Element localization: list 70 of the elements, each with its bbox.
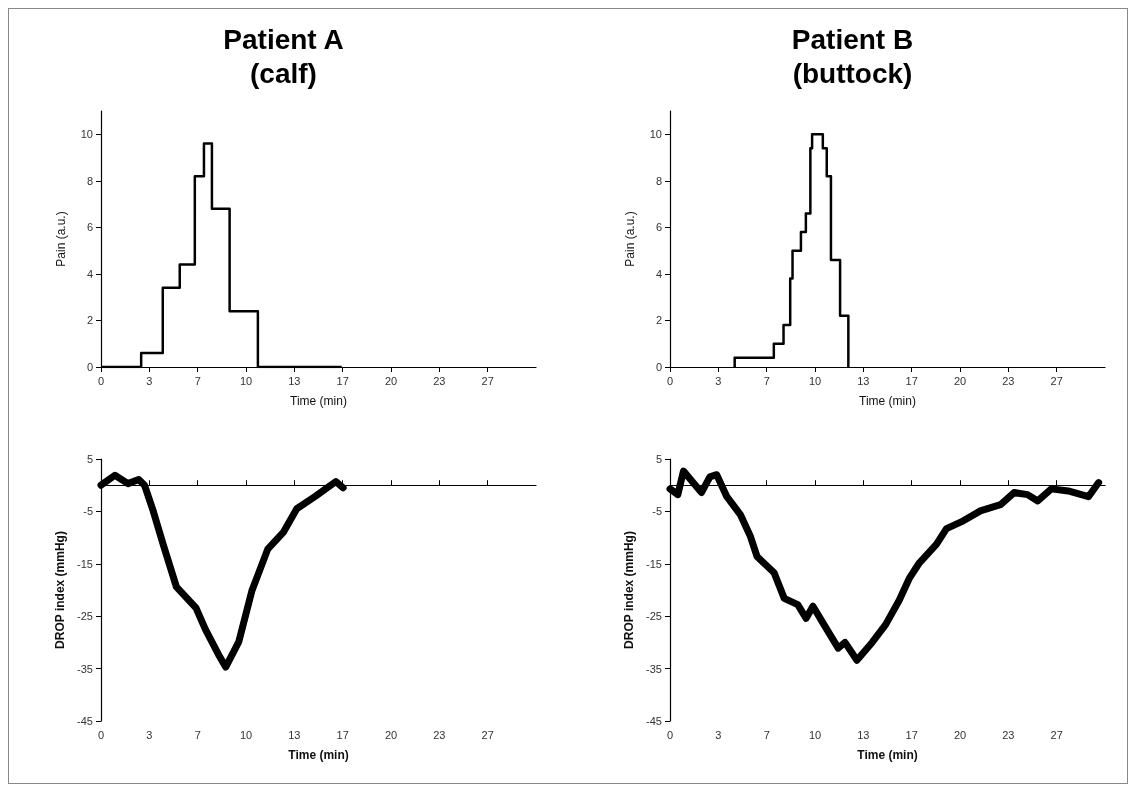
y-tick-label: 4: [86, 267, 93, 280]
y-tick-label: 4: [655, 267, 662, 280]
x-tick-label: 27: [1050, 374, 1063, 387]
y-tick-label: 5: [655, 453, 662, 465]
y-axis-title: DROP index (mmHg): [622, 531, 637, 649]
x-tick-label: 17: [336, 728, 349, 741]
chart-title: Patient B (buttock): [791, 23, 914, 89]
x-tick-label: 13: [857, 728, 870, 741]
x-tick-label: 13: [288, 374, 301, 387]
y-axis-title: DROP index (mmHg): [53, 531, 68, 649]
x-tick-label: 17: [905, 728, 918, 741]
y-tick-label: 2: [86, 314, 93, 327]
x-axis-title: Time (min): [859, 394, 916, 408]
x-tick-label: 3: [146, 728, 153, 741]
x-tick-label: 7: [194, 374, 201, 387]
y-tick-label: -35: [77, 662, 93, 675]
x-tick-label: 20: [384, 728, 398, 741]
x-tick-label: 23: [433, 728, 446, 741]
x-tick-label: 17: [336, 374, 349, 387]
x-tick-label: 27: [481, 728, 494, 741]
x-tick-label: 17: [905, 374, 918, 387]
x-tick-label: 27: [1050, 728, 1063, 741]
x-tick-label: 20: [384, 374, 398, 387]
x-tick-label: 10: [239, 728, 253, 741]
x-tick-label: 13: [288, 728, 301, 741]
y-tick-label: -25: [646, 610, 662, 623]
y-tick-label: 2: [655, 314, 662, 327]
x-tick-label: 3: [146, 374, 153, 387]
y-tick-label: -5: [652, 505, 662, 518]
y-tick-label: 8: [86, 174, 93, 187]
x-tick-label: 7: [194, 728, 201, 741]
x-tick-label: 20: [953, 374, 967, 387]
x-tick-label: 27: [481, 374, 494, 387]
y-tick-label: -15: [77, 557, 93, 570]
y-tick-label: 6: [86, 221, 93, 234]
y-tick-label: -25: [77, 610, 93, 623]
y-tick-label: -45: [646, 715, 662, 727]
x-axis-title: Time (min): [288, 748, 349, 762]
x-tick-label: 10: [239, 374, 253, 387]
x-tick-label: 3: [715, 728, 722, 741]
y-tick-label: -35: [646, 662, 662, 675]
x-tick-label: 20: [953, 728, 967, 741]
x-tick-label: 7: [763, 374, 770, 387]
x-axis-title: Time (min): [290, 394, 347, 408]
x-tick-label: 7: [763, 728, 770, 741]
x-tick-label: 0: [97, 374, 105, 387]
x-tick-label: 3: [715, 374, 722, 387]
x-tick-label: 23: [1002, 374, 1015, 387]
y-tick-label: -15: [646, 557, 662, 570]
y-tick-label: -45: [77, 715, 93, 727]
y-tick-label: 10: [80, 128, 93, 141]
x-tick-label: 10: [808, 728, 822, 741]
y-axis-title: Pain (a.u.): [623, 211, 637, 267]
y-tick-label: 6: [655, 221, 662, 234]
chart-title: Patient A (calf): [223, 23, 344, 89]
x-tick-label: 13: [857, 374, 870, 387]
x-tick-label: 0: [666, 374, 674, 387]
x-tick-label: 10: [808, 374, 822, 387]
y-axis-title: Pain (a.u.): [54, 211, 68, 267]
x-tick-label: 0: [666, 728, 674, 741]
y-tick-label: 8: [655, 174, 662, 187]
y-tick-label: 0: [655, 361, 662, 373]
x-tick-label: 0: [97, 728, 105, 741]
y-tick-label: 10: [649, 128, 662, 141]
y-tick-label: 5: [86, 453, 93, 465]
x-tick-label: 23: [433, 374, 446, 387]
x-tick-label: 23: [1002, 728, 1015, 741]
x-axis-title: Time (min): [857, 748, 918, 762]
y-tick-label: 0: [86, 361, 93, 373]
y-tick-label: -5: [83, 505, 93, 518]
